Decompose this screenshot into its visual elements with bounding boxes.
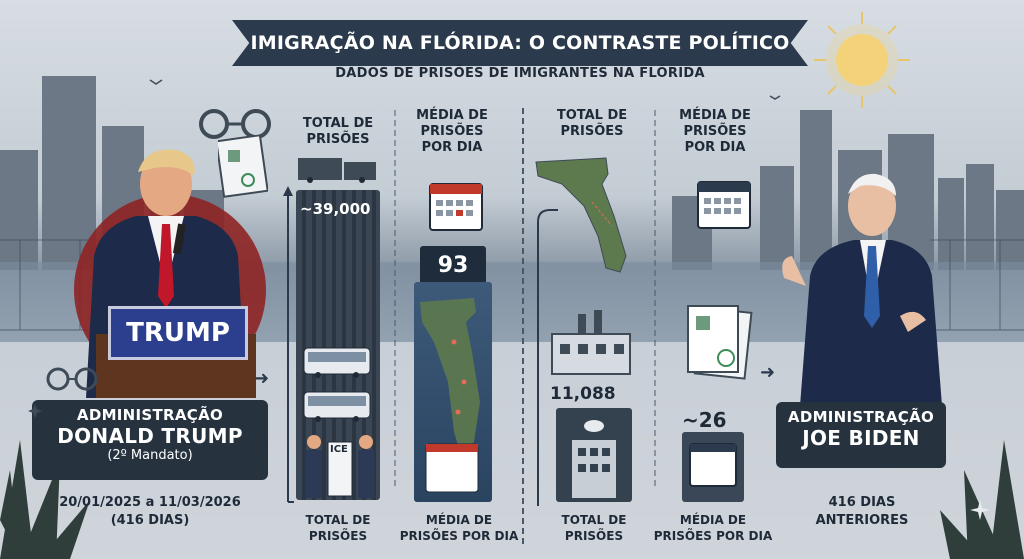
trump-divider [394,110,396,490]
calendar-icon [429,183,483,231]
biden-total-footer: TOTAL DE PRISÕES [561,513,627,543]
page-subtitle: DADOS DE PRISÕES DE IMIGRANTES NA FLÓRID… [335,66,705,81]
biden-total-header: TOTAL DE PRISÕES [556,108,628,139]
podium-sign: TRUMP [108,306,248,360]
ice-officers-icon [306,435,374,498]
biden-admin-box: ADMINISTRAÇÃO JOE BIDEN [776,402,946,468]
arrow-right-icon: ➜ [760,362,776,383]
biden-total-bar [556,408,632,502]
trump-admin-term: (2º Mandato) [107,448,193,463]
biden-media-header: MÉDIA DE PRISÕES POR DIA [679,108,751,155]
trump-date-range: 20/01/2025 a 11/03/2026 (416 DIAS) [30,494,270,530]
sparkle-icon [970,500,990,520]
bus-icon [303,347,371,378]
trump-media-value: 93 [420,246,486,284]
arrow-right-icon: ➜ [254,368,270,389]
florida-map-panel [414,282,492,502]
florida-map-icon [535,157,627,273]
ice-label: ICE [330,444,348,455]
center-divider [522,108,524,548]
trump-media-header: MÉDIA DE PRISÕES POR DIA [416,108,488,155]
truck-icon [298,158,376,183]
trump-total-header: TOTAL DE PRISÕES [302,116,374,147]
biden-media-bar [682,432,744,502]
trump-total-value: ~39,000 [300,200,371,218]
biden-admin-name: JOE BIDEN [802,426,920,450]
handcuffs-icon [46,367,98,391]
page-title: IMIGRAÇÃO NA FLÓRIDA: O CONTRASTE POLÍTI… [250,32,790,54]
sun-icon [814,12,910,108]
fence-right [930,239,1024,331]
biden-days: 416 DIAS ANTERIORES [790,494,934,530]
calendar-icon [697,181,751,229]
trump-admin-name: DONALD TRUMP [57,424,243,448]
biden-total-value: 11,088 [550,384,616,404]
biden-days-count: 416 DIAS [828,495,896,510]
biden-admin-label: ADMINISTRAÇÃO [787,408,935,426]
biden-media-footer: MÉDIA DE PRISÕES POR DIA [653,513,773,543]
axis-arrow-icon [283,186,294,503]
biden-divider [654,110,656,490]
bus-icon [303,391,371,422]
tie [158,224,174,308]
plant-left [0,440,90,559]
axis-arrow-icon [537,209,558,506]
trump-admin-label: ADMINISTRAÇÃO [76,406,224,424]
document-icon [218,136,268,198]
factory-icon [551,310,631,375]
sparkle-icon [28,404,42,418]
documents-icon [687,305,753,380]
plant-right [940,440,1024,559]
trump-total-footer: TOTAL DE PRISÕES [305,513,371,543]
biden-media-value: ~26 [682,408,727,432]
tie [864,246,880,328]
title-banner: IMIGRAÇÃO NA FLÓRIDA: O CONTRASTE POLÍTI… [232,20,808,66]
date-range-days: (416 DIAS) [110,513,190,528]
biden-figure [782,173,942,406]
trump-admin-box: ADMINISTRAÇÃO DONALD TRUMP (2º Mandato) [32,400,268,480]
biden-days-label: ANTERIORES [815,513,909,528]
date-range-text: 20/01/2025 a 11/03/2026 [59,495,241,510]
trump-media-footer: MÉDIA DE PRISÕES POR DIA [399,513,519,543]
